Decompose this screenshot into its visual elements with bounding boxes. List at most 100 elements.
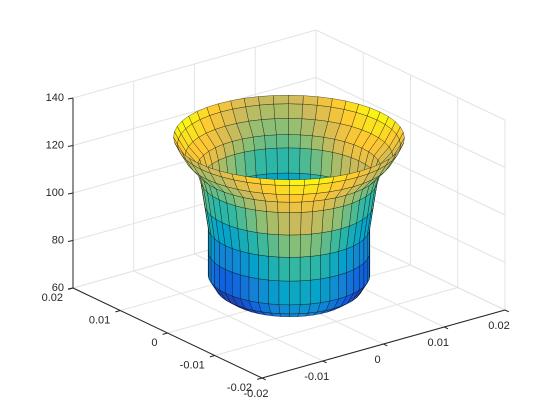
surface-face xyxy=(256,232,269,257)
y-tick-label: 0.02 xyxy=(42,292,63,304)
surface-face xyxy=(276,134,289,149)
surface-face xyxy=(232,248,241,276)
x-tick xyxy=(322,360,327,364)
y-tick-label: -0.01 xyxy=(180,359,205,371)
surface-face xyxy=(268,256,280,282)
surface-face xyxy=(214,262,220,291)
z-tick-label: 120 xyxy=(46,139,64,151)
surface-face xyxy=(320,230,333,256)
surface-face xyxy=(278,304,290,315)
surface-face xyxy=(273,103,289,119)
surface-face xyxy=(232,272,241,299)
surface-face xyxy=(267,233,280,258)
surface-face xyxy=(255,209,268,235)
surface-face xyxy=(289,201,302,213)
y-tick xyxy=(162,332,168,335)
x-tick-label: 0.01 xyxy=(428,337,449,349)
surface-face xyxy=(289,194,304,203)
surface-face xyxy=(310,148,323,176)
surface-face xyxy=(278,234,290,258)
surface-face xyxy=(265,147,278,175)
surface-face xyxy=(346,245,354,273)
surface-face xyxy=(288,147,301,174)
surface-face xyxy=(277,201,290,213)
y-tick xyxy=(257,377,263,380)
z-tick-label: 80 xyxy=(52,234,64,246)
surface-face xyxy=(240,250,250,278)
x-tick-label: -0.02 xyxy=(243,388,268,400)
surface-face xyxy=(289,304,301,315)
surface xyxy=(173,94,405,318)
surface-face xyxy=(288,134,301,149)
surface-face xyxy=(225,269,233,297)
surface-face xyxy=(259,178,276,186)
surface-face xyxy=(279,313,290,318)
grid-line xyxy=(214,287,458,356)
surface-face xyxy=(225,245,233,273)
surface-face xyxy=(246,230,259,256)
y-tick-label: 0 xyxy=(151,337,157,349)
surface-face xyxy=(338,248,347,276)
z-tick-label: 140 xyxy=(46,92,64,104)
surface-face xyxy=(219,265,226,294)
surface-face xyxy=(288,94,304,105)
surface-face xyxy=(289,212,302,236)
surface-face xyxy=(322,136,335,153)
surface-face xyxy=(289,184,305,195)
surface-face xyxy=(278,256,290,282)
x-tick xyxy=(383,343,388,347)
surface-face xyxy=(310,278,321,305)
surface-face xyxy=(248,276,259,303)
y-tick-label: -0.02 xyxy=(227,382,252,394)
x-tick xyxy=(261,377,266,381)
surface-face xyxy=(300,200,314,213)
y-tick-label: 0.01 xyxy=(89,314,110,326)
surface-face xyxy=(288,103,304,119)
z-tick-label: 100 xyxy=(46,187,64,199)
surface-face xyxy=(248,253,259,280)
surface-face xyxy=(359,238,365,267)
surface-face xyxy=(311,135,325,151)
surface-face xyxy=(258,254,269,281)
surface-face xyxy=(274,184,290,195)
surface-face xyxy=(264,134,278,150)
z-tick xyxy=(67,240,74,242)
surface-face xyxy=(277,212,290,236)
surface-face xyxy=(299,147,312,175)
surface-face xyxy=(289,280,301,306)
surface-face xyxy=(253,199,267,212)
surface-face xyxy=(274,118,289,135)
surface-face xyxy=(245,207,258,233)
surface-face xyxy=(320,277,331,303)
surface-face xyxy=(278,280,290,306)
surface-face xyxy=(299,134,313,150)
surface-face xyxy=(311,210,324,235)
surface-face xyxy=(289,256,301,282)
surface-face xyxy=(304,178,320,186)
surface-face xyxy=(252,135,266,151)
surface-face xyxy=(243,96,260,107)
surface-face xyxy=(299,233,312,258)
surface-face xyxy=(260,183,277,195)
surface-face xyxy=(266,211,279,235)
surface-face xyxy=(289,313,300,318)
surface-face xyxy=(303,183,319,195)
surface-face xyxy=(259,103,275,120)
surface-face xyxy=(265,200,279,213)
grid-line xyxy=(72,29,317,99)
surface-face xyxy=(310,232,323,257)
surface-face xyxy=(302,95,319,106)
surface-face xyxy=(275,193,290,203)
surface-face xyxy=(208,254,212,284)
surface-face xyxy=(240,274,250,302)
x-tick-label: 0.02 xyxy=(488,320,509,332)
surface-face xyxy=(320,253,331,280)
surface-face xyxy=(316,96,333,108)
x-tick-label: 0 xyxy=(374,354,380,366)
surface-face xyxy=(366,255,370,284)
surface-face xyxy=(329,274,339,302)
surface-face xyxy=(299,279,311,305)
z-tick xyxy=(67,145,74,147)
